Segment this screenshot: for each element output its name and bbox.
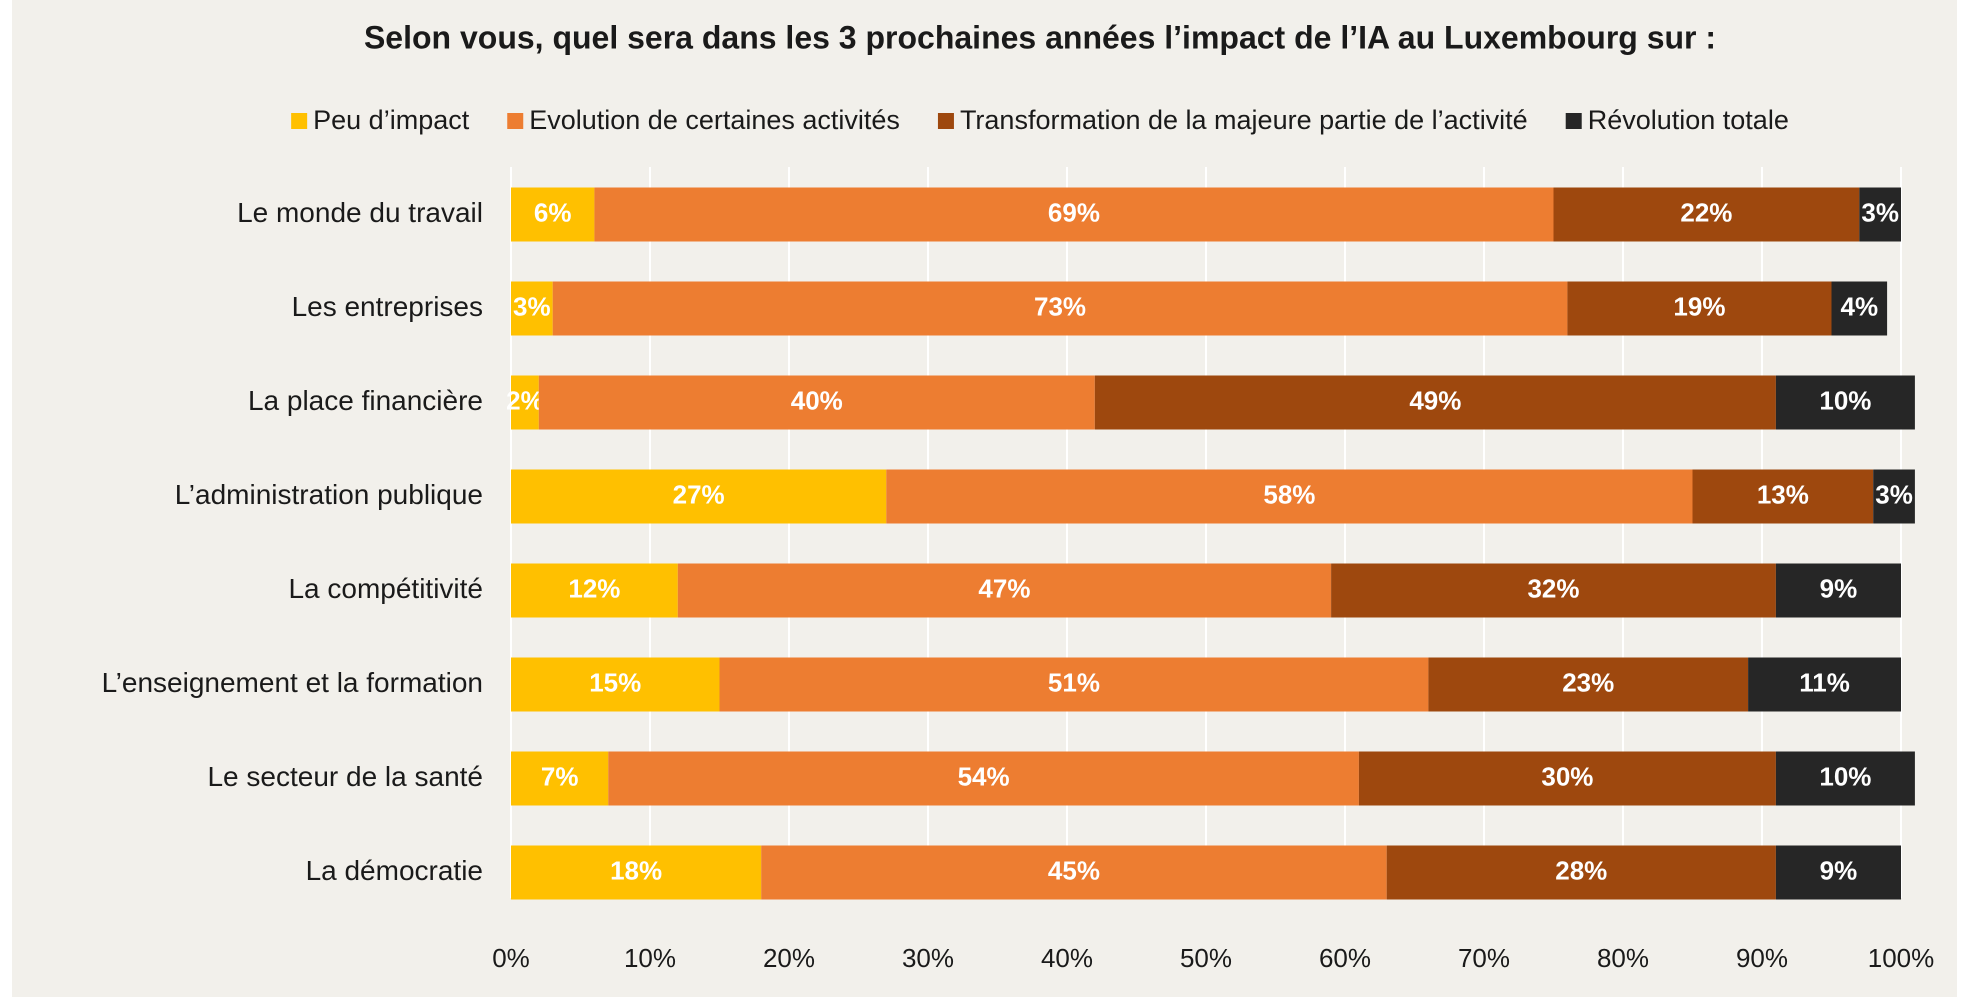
value-label: 10% [1819, 385, 1871, 415]
bar-segment [886, 469, 1693, 524]
value-label: 28% [1555, 855, 1607, 885]
bar-segment [511, 657, 720, 712]
value-label: 51% [1048, 667, 1100, 697]
x-tick-label: 10% [624, 943, 676, 973]
bar-segment [677, 563, 1332, 618]
bar-segment [1831, 281, 1888, 336]
value-label: 4% [1841, 291, 1879, 321]
bar-segment [719, 657, 1429, 712]
bar-segment [1567, 281, 1832, 336]
legend-label: Transformation de la majeure partie de l… [960, 105, 1528, 135]
bar-segment [511, 281, 553, 336]
bar-segment [511, 469, 887, 524]
bar-segment [511, 845, 762, 900]
bar-segment [1775, 751, 1915, 806]
value-label: 6% [534, 197, 572, 227]
bar-segment [1331, 563, 1776, 618]
legend-label: Evolution de certaines activités [529, 105, 900, 135]
bar-segment [594, 187, 1554, 242]
bar-segment [1553, 187, 1860, 242]
value-label: 23% [1562, 667, 1614, 697]
legend-label: Révolution totale [1588, 105, 1789, 135]
value-label: 7% [541, 761, 579, 791]
value-label: 2% [506, 385, 544, 415]
bar-segment [1386, 845, 1776, 900]
y-tick-label: La démocratie [306, 855, 483, 886]
bar-segment [1775, 563, 1901, 618]
value-label: 9% [1820, 855, 1858, 885]
value-label: 54% [958, 761, 1010, 791]
x-tick-label: 70% [1458, 943, 1510, 973]
bar-segment [1748, 657, 1901, 712]
value-label: 10% [1819, 761, 1871, 791]
legend-swatch [291, 113, 308, 129]
bar-segment [1775, 375, 1915, 430]
value-label: 3% [1875, 479, 1913, 509]
value-label: 45% [1048, 855, 1100, 885]
x-tick-label: 50% [1180, 943, 1232, 973]
bar-segment [511, 375, 539, 430]
value-label: 19% [1673, 291, 1725, 321]
value-label: 49% [1409, 385, 1461, 415]
bar-segment [511, 751, 609, 806]
bar-segment [761, 845, 1387, 900]
bar-segment [1692, 469, 1874, 524]
bar-segment [1358, 751, 1776, 806]
value-label: 32% [1527, 573, 1579, 603]
bar-segment [608, 751, 1359, 806]
x-tick-label: 80% [1597, 943, 1649, 973]
bar-segment [538, 375, 1095, 430]
x-tick-label: 0% [492, 943, 530, 973]
bar-segment [1859, 187, 1901, 242]
y-tick-label: La place financière [248, 385, 483, 416]
bar-segment [1428, 657, 1749, 712]
y-tick-label: L’administration publique [175, 479, 483, 510]
y-tick-label: Le secteur de la santé [207, 761, 483, 792]
value-label: 13% [1757, 479, 1809, 509]
x-tick-label: 90% [1736, 943, 1788, 973]
x-tick-label: 40% [1041, 943, 1093, 973]
x-tick-label: 100% [1868, 943, 1935, 973]
value-label: 12% [568, 573, 620, 603]
value-label: 40% [791, 385, 843, 415]
bar-segment [1094, 375, 1776, 430]
x-tick-label: 30% [902, 943, 954, 973]
y-tick-label: La compétitivité [288, 573, 483, 604]
bar-segment [511, 187, 595, 242]
y-tick-label: Le monde du travail [237, 197, 483, 228]
value-label: 58% [1263, 479, 1315, 509]
bar-segment [511, 563, 678, 618]
value-label: 9% [1820, 573, 1858, 603]
value-label: 73% [1034, 291, 1086, 321]
value-label: 3% [513, 291, 551, 321]
bar-segment [552, 281, 1568, 336]
legend-swatch [937, 113, 954, 129]
value-label: 11% [1799, 667, 1850, 697]
value-label: 30% [1541, 761, 1593, 791]
value-label: 27% [673, 479, 725, 509]
x-tick-label: 20% [763, 943, 815, 973]
legend-swatch [507, 113, 524, 129]
y-tick-label: Les entreprises [292, 291, 483, 322]
value-label: 69% [1048, 197, 1100, 227]
y-tick-label: L’enseignement et la formation [102, 667, 483, 698]
value-label: 3% [1861, 197, 1899, 227]
x-tick-label: 60% [1319, 943, 1371, 973]
legend-label: Peu d’impact [313, 105, 470, 135]
value-label: 22% [1680, 197, 1732, 227]
bar-segment [1775, 845, 1901, 900]
chart-title: Selon vous, quel sera dans les 3 prochai… [364, 19, 1716, 55]
value-label: 47% [978, 573, 1030, 603]
value-label: 15% [589, 667, 641, 697]
bar-segment [1873, 469, 1915, 524]
value-label: 18% [610, 855, 662, 885]
legend-swatch [1565, 113, 1582, 129]
